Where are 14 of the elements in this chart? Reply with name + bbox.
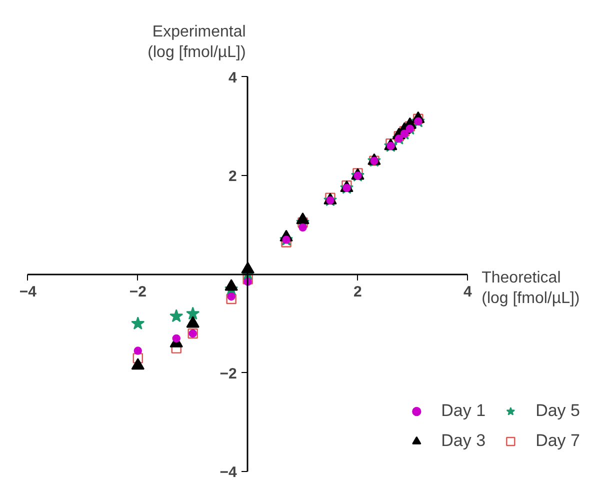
legend-label: Day 1 <box>441 401 486 421</box>
legend-label: Day 3 <box>441 431 486 451</box>
y-axis-title: Experimental (log [fmol/µL]) <box>148 24 246 61</box>
x-tick-label: 2 <box>354 283 362 300</box>
x-tick-label: 4 <box>463 283 472 300</box>
legend-label: Day 7 <box>536 431 580 451</box>
y-tick-label: 4 <box>228 69 238 86</box>
y-tick-label: −4 <box>220 464 238 481</box>
y-tick-label: 2 <box>228 168 237 186</box>
x-axis-title: Theoretical (log [fmol/µL]) <box>482 270 580 307</box>
x-tick-label: −4 <box>19 283 38 300</box>
y-tick-label: −2 <box>220 365 237 382</box>
legend-label: Day 5 <box>536 401 580 421</box>
x-tick-label: −2 <box>129 283 146 300</box>
